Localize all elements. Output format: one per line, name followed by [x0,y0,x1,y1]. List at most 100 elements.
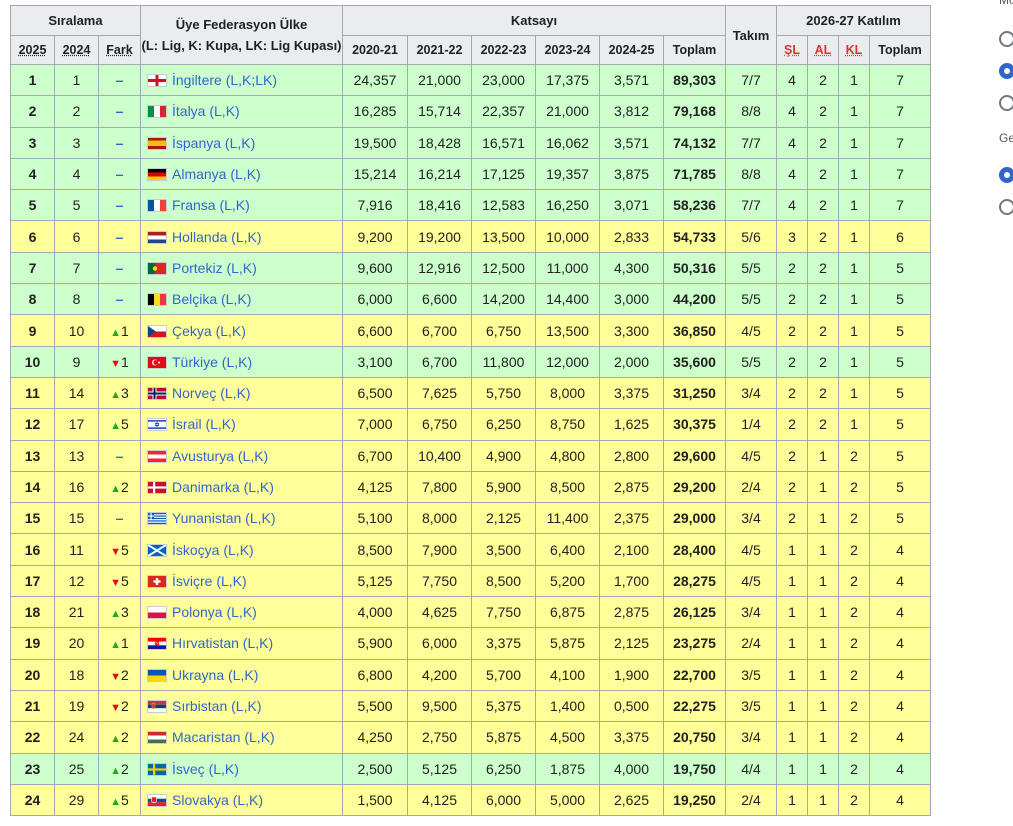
col-2024[interactable]: 2024 [54,35,99,65]
coef-2020-21: 6,600 [342,314,408,347]
country-link[interactable]: İngiltere (L,K;LK) [172,72,278,89]
country-link[interactable]: Almanya (L,K) [172,166,261,183]
col-sl[interactable]: ŞL [776,35,808,65]
table-row: 17 12 ▼5 İsviçre (L,K) 5,125 7,750 8,500 5,200 1… [10,564,931,598]
country-cell: Türkiye (L,K) [140,345,343,378]
part-total: 7 [869,126,931,159]
part-total: 5 [869,376,931,410]
country-cell: İskoçya (L,K) [140,533,343,566]
coef-2023-24: 8,750 [535,408,600,441]
rank-2025: 16 [10,533,55,566]
part-sl: 1 [776,658,808,691]
radio-option-1[interactable] [999,31,1013,47]
coef-2022-23: 12,583 [471,189,536,222]
teams-cell: 3/4 [725,376,777,410]
part-sl: 2 [776,470,808,504]
radio-option-2[interactable] [999,63,1013,79]
rank-2024: 29 [54,783,99,817]
part-sl: 4 [776,157,808,191]
country-link[interactable]: İsviçre (L,K) [172,572,247,589]
country-link[interactable]: İsveç (L,K) [172,760,239,777]
country-link[interactable]: Hırvatistan (L,K) [172,635,274,652]
part-kl: 1 [838,63,870,97]
country-link[interactable]: Avusturya (L,K) [172,447,269,464]
coef-2022-23: 11,800 [471,345,536,378]
scotland-flag-icon [147,543,167,557]
col-kl[interactable]: KL [838,35,870,65]
country-link[interactable]: İsrail (L,K) [172,416,236,433]
change-value: 2 [121,666,129,683]
country-link[interactable]: Sırbistan (L,K) [172,698,262,715]
radio-option-4[interactable] [999,167,1013,183]
country-cell: İsrail (L,K) [140,408,343,441]
country-link[interactable]: Norveç (L,K) [172,385,251,402]
country-link[interactable]: İtalya (L,K) [172,103,240,120]
part-kl: 2 [838,470,870,504]
country-link[interactable]: Macaristan (L,K) [172,729,275,746]
coef-2024-25: 4,000 [599,752,664,785]
country-link[interactable]: Yunanistan (L,K) [172,510,276,527]
coef-2020-21: 9,600 [342,251,408,285]
coef-2024-25: 2,000 [599,345,664,378]
part-kl: 1 [838,408,870,441]
coef-2022-23: 6,250 [471,408,536,441]
change-value: 2 [121,479,129,495]
col-fark[interactable]: Fark [98,35,141,65]
country-link[interactable]: Fransa (L,K) [172,197,250,214]
teams-cell: 8/8 [725,157,777,191]
rank-2025: 8 [10,283,55,316]
country-link[interactable]: İspanya (L,K) [172,134,256,151]
col-al[interactable]: AL [807,35,839,65]
part-kl: 2 [838,689,870,723]
coef-2021-22: 4,625 [407,596,472,629]
teams-cell: 3/5 [725,689,777,723]
col-2025[interactable]: 2025 [10,35,55,65]
coef-total: 79,168 [663,95,726,128]
part-al: 2 [807,220,839,253]
part-kl: 1 [838,345,870,378]
rank-2024: 7 [54,251,99,285]
coef-2022-23: 23,000 [471,63,536,97]
table-row: 6 6– Hollanda (L,K) 9,200 19,200 13,500 10,000… [10,220,931,253]
coef-2022-23: 5,900 [471,470,536,504]
country-link[interactable]: Türkiye (L,K) [172,353,253,370]
up-arrow-icon: ▲ [110,639,122,652]
coef-total: 44,200 [663,283,726,316]
country-link[interactable]: Ukrayna (L,K) [172,666,259,683]
down-arrow-icon: ▼ [110,576,122,589]
country-cell: Slovakya (L,K) [140,783,343,817]
country-link[interactable]: Belçika (L,K) [172,291,252,308]
no-change-icon: – [115,134,124,151]
country-link[interactable]: Polonya (L,K) [172,604,257,621]
coef-2023-24: 8,000 [535,376,600,410]
change-cell: – [98,220,141,253]
part-total: 5 [869,251,931,285]
teams-cell: 7/7 [725,63,777,97]
country-link[interactable]: Slovakya (L,K) [172,791,264,808]
coef-2022-23: 12,500 [471,251,536,285]
part-sl: 1 [776,596,808,629]
col-part-toplam: Toplam [869,35,931,65]
table-row: 8 8– Belçika (L,K) 6,000 6,600 14,200 14,400 3,… [10,283,931,316]
country-link[interactable]: İskoçya (L,K) [172,541,254,558]
country-link[interactable]: Hollanda (L,K) [172,228,262,245]
table-row: 21 19 ▼2 Sırbistan (L,K) 5,500 9,500 5,375 1,40… [10,689,931,723]
change-value: 5 [121,416,129,433]
rank-2024: 21 [54,596,99,629]
part-sl: 1 [776,752,808,785]
coef-2020-21: 19,500 [342,126,408,159]
coef-2021-22: 8,000 [407,502,472,535]
france-flag-icon [147,199,167,213]
radio-option-5[interactable] [999,199,1013,215]
coef-2022-23: 3,375 [471,627,536,660]
rank-2025: 12 [10,408,55,441]
country-link[interactable]: Portekiz (L,K) [172,259,257,276]
radio-option-3[interactable] [999,95,1013,111]
country-link[interactable]: Çekya (L,K) [172,322,246,339]
spain-flag-icon [147,136,167,150]
country-link[interactable]: Danimarka (L,K) [172,479,274,495]
siralama-header: Sıralama [10,5,141,36]
country-cell: Hırvatistan (L,K) [140,627,343,660]
change-value: 5 [121,541,129,558]
change-cell: ▲1 [98,627,141,660]
